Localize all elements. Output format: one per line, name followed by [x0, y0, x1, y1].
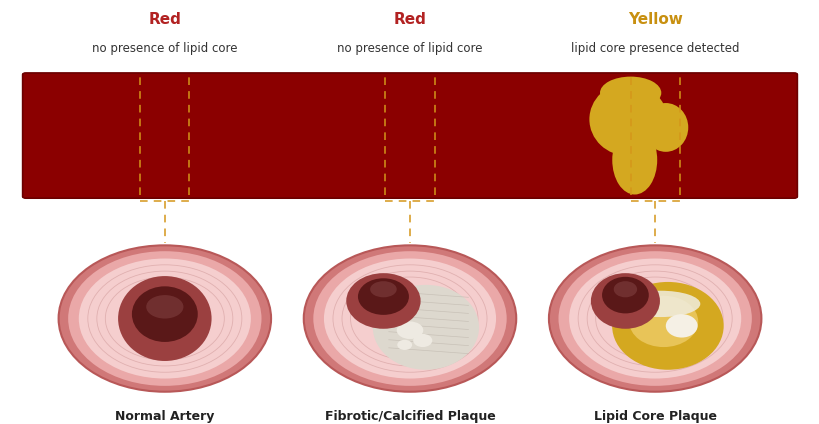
Ellipse shape: [313, 251, 506, 386]
Ellipse shape: [590, 273, 659, 329]
Text: Red: Red: [393, 12, 426, 27]
Ellipse shape: [558, 251, 751, 386]
Ellipse shape: [146, 295, 183, 318]
Text: Red: Red: [148, 12, 181, 27]
Ellipse shape: [620, 291, 699, 317]
Ellipse shape: [600, 77, 660, 109]
Text: Fibrotic/Calcified Plaque: Fibrotic/Calcified Plaque: [324, 410, 495, 423]
Ellipse shape: [643, 103, 687, 152]
Ellipse shape: [346, 273, 420, 329]
Ellipse shape: [548, 245, 761, 392]
Ellipse shape: [413, 334, 432, 347]
Ellipse shape: [68, 251, 261, 386]
Ellipse shape: [118, 276, 211, 361]
Ellipse shape: [324, 259, 495, 379]
Ellipse shape: [568, 259, 740, 379]
Ellipse shape: [396, 340, 412, 350]
Ellipse shape: [79, 259, 251, 379]
Ellipse shape: [628, 296, 697, 347]
FancyBboxPatch shape: [23, 73, 796, 198]
Ellipse shape: [601, 277, 648, 313]
Ellipse shape: [358, 278, 409, 315]
Text: no presence of lipid core: no presence of lipid core: [92, 42, 238, 55]
Ellipse shape: [132, 286, 197, 342]
Ellipse shape: [369, 281, 396, 297]
Ellipse shape: [396, 321, 423, 339]
Text: Lipid Core Plaque: Lipid Core Plaque: [593, 410, 716, 423]
Ellipse shape: [373, 285, 478, 370]
Text: Yellow: Yellow: [627, 12, 681, 27]
Text: Normal Artery: Normal Artery: [115, 410, 215, 423]
Ellipse shape: [589, 83, 666, 156]
Ellipse shape: [612, 282, 723, 370]
Ellipse shape: [613, 281, 636, 297]
Text: lipid core presence detected: lipid core presence detected: [570, 42, 739, 55]
Ellipse shape: [303, 245, 516, 392]
Ellipse shape: [58, 245, 271, 392]
Text: no presence of lipid core: no presence of lipid core: [337, 42, 482, 55]
Ellipse shape: [665, 314, 697, 338]
Ellipse shape: [612, 126, 656, 195]
